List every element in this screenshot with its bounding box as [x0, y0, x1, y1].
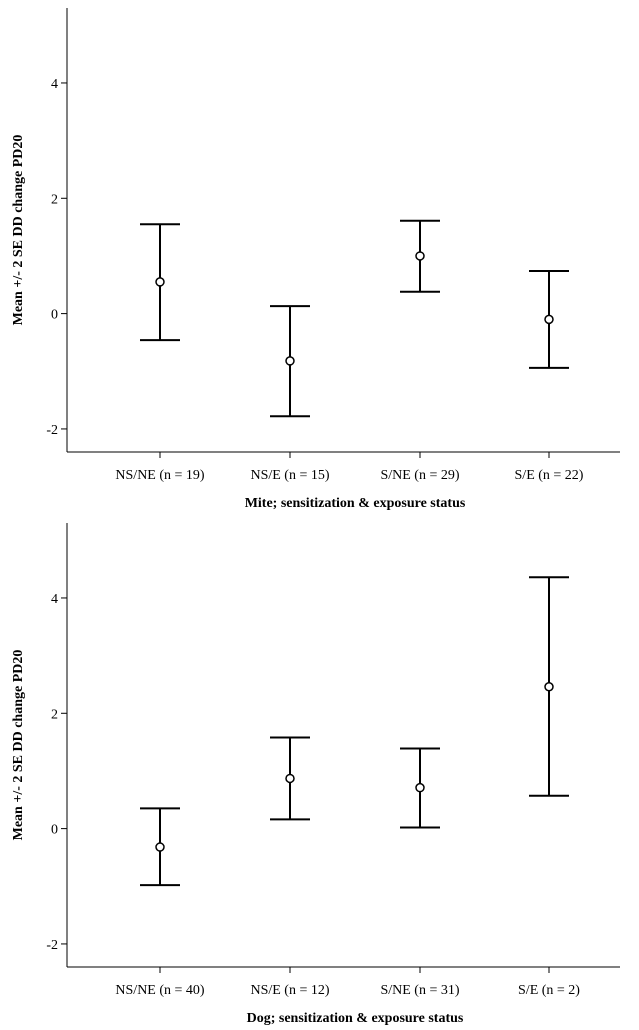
mean-marker	[544, 682, 554, 692]
dog-errorbar-chart: Mean +/- 2 SE DD change PD20 Dog; sensit…	[11, 523, 620, 1026]
y-tick-label: 2	[51, 192, 58, 207]
y-axis-label: Mean +/- 2 SE DD change PD20	[11, 650, 26, 841]
y-axis-label: Mean +/- 2 SE DD change PD20	[11, 135, 26, 326]
mean-marker	[155, 842, 165, 852]
x-axis-label: Dog; sensitization & exposure status	[247, 1011, 464, 1026]
mean-marker	[544, 314, 554, 325]
x-tick-label: NS/NE (n = 40)	[115, 983, 205, 998]
mean-marker	[415, 251, 425, 261]
x-tick-label: S/E (n = 2)	[518, 983, 580, 998]
x-axis-label: Mite; sensitization & exposure status	[245, 496, 466, 511]
x-tick-label: S/NE (n = 29)	[380, 468, 459, 483]
plot-area: -2 0 2 4 NS/NE (n = 19) NS/E (n = 15) S/NE (n …	[46, 8, 620, 483]
y-tick-label: 2	[51, 707, 58, 722]
y-tick-label: 4	[51, 77, 58, 92]
y-tick-label: 0	[51, 823, 58, 838]
x-tick-label: S/NE (n = 31)	[380, 983, 459, 998]
x-tick-label: NS/E (n = 15)	[250, 468, 329, 483]
plot-area: -2 0 2 4 NS/NE (n = 40) NS/E (n = 12) S/NE (n …	[46, 523, 620, 998]
mite-errorbar-chart: Mean +/- 2 SE DD change PD20 Mite; sensi…	[11, 8, 620, 511]
y-tick-label: 0	[51, 308, 58, 323]
y-tick-label: 4	[51, 592, 58, 607]
y-tick-label: -2	[46, 423, 58, 438]
x-tick-label: S/E (n = 22)	[515, 468, 584, 483]
mean-marker	[155, 277, 165, 287]
mean-marker	[285, 773, 295, 784]
mean-marker	[285, 356, 295, 366]
x-tick-label: NS/NE (n = 19)	[115, 468, 205, 483]
y-tick-label: -2	[46, 938, 58, 953]
x-tick-label: NS/E (n = 12)	[250, 983, 329, 998]
mean-marker	[415, 782, 425, 793]
